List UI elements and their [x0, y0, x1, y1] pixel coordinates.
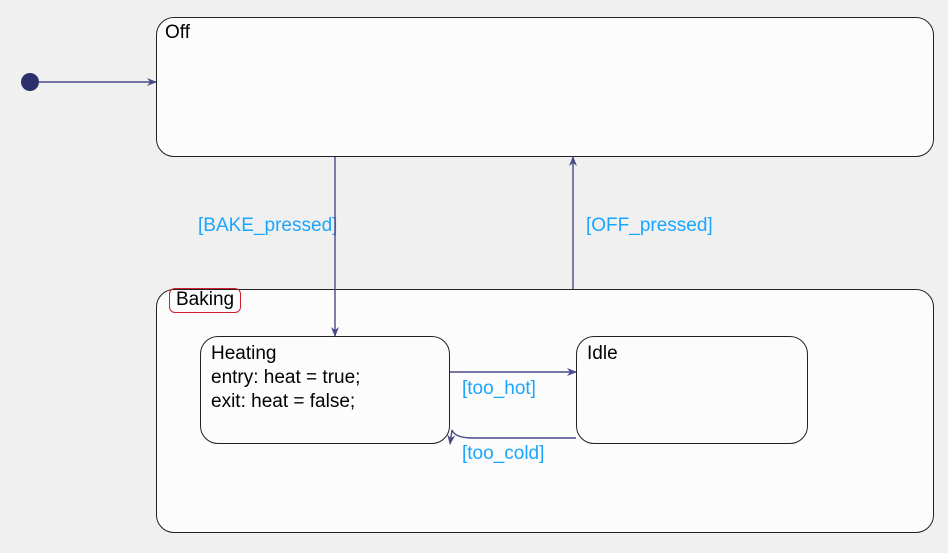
transition-label-too-hot: [too_hot] [462, 378, 536, 400]
state-off-label: Off [165, 22, 190, 44]
state-baking-label: Baking [169, 288, 241, 313]
state-heating-label: Heating [211, 343, 277, 365]
state-heating-exit: exit: heat = false; [211, 391, 355, 413]
state-off: Off [156, 17, 934, 157]
state-heating-entry: entry: heat = true; [211, 367, 360, 389]
statechart-canvas: Off Baking Heating entry: heat = true; e… [0, 0, 948, 553]
initial-state-icon [21, 73, 39, 91]
transition-label-too-cold: [too_cold] [462, 443, 544, 465]
transition-label-bake-pressed: [BAKE_pressed] [198, 215, 337, 237]
state-idle-label: Idle [587, 343, 618, 365]
state-idle: Idle [576, 336, 808, 444]
state-heating: Heating entry: heat = true; exit: heat =… [200, 336, 450, 444]
transition-label-off-pressed: [OFF_pressed] [586, 215, 713, 237]
